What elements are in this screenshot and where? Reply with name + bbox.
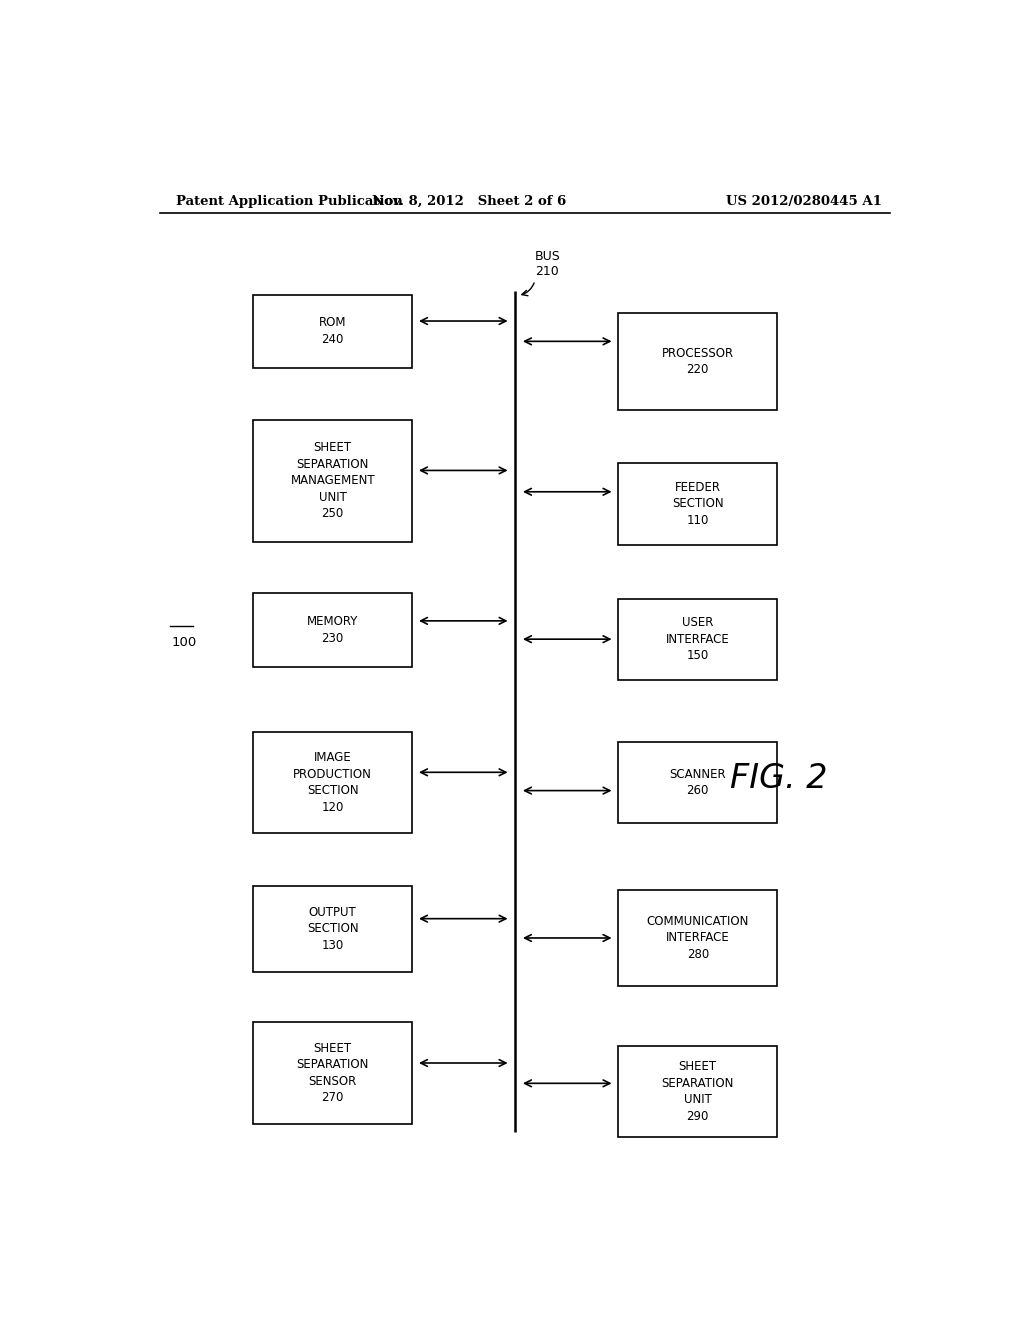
Text: OUTPUT
SECTION
130: OUTPUT SECTION 130 (307, 906, 358, 952)
Text: IMAGE
PRODUCTION
SECTION
120: IMAGE PRODUCTION SECTION 120 (293, 751, 372, 813)
Text: FIG. 2: FIG. 2 (730, 762, 827, 795)
Bar (253, 420, 412, 541)
Bar (253, 1022, 412, 1125)
Text: SCANNER
260: SCANNER 260 (670, 768, 726, 797)
Bar (253, 294, 412, 368)
Bar (618, 313, 777, 411)
Text: SHEET
SEPARATION
MANAGEMENT
UNIT
250: SHEET SEPARATION MANAGEMENT UNIT 250 (291, 441, 375, 520)
Text: USER
INTERFACE
150: USER INTERFACE 150 (666, 616, 730, 663)
Text: US 2012/0280445 A1: US 2012/0280445 A1 (726, 194, 882, 207)
Bar (253, 886, 412, 972)
Bar (618, 598, 777, 680)
Text: COMMUNICATION
INTERFACE
280: COMMUNICATION INTERFACE 280 (646, 915, 749, 961)
Bar (618, 742, 777, 824)
Bar (618, 1045, 777, 1138)
Bar (253, 731, 412, 833)
Text: Patent Application Publication: Patent Application Publication (176, 194, 402, 207)
Text: Nov. 8, 2012   Sheet 2 of 6: Nov. 8, 2012 Sheet 2 of 6 (372, 194, 566, 207)
Text: 100: 100 (172, 636, 197, 649)
Bar (618, 890, 777, 986)
Text: SHEET
SEPARATION
UNIT
290: SHEET SEPARATION UNIT 290 (662, 1060, 734, 1123)
Bar (618, 463, 777, 545)
Bar (253, 594, 412, 667)
Text: PROCESSOR
220: PROCESSOR 220 (662, 347, 734, 376)
Text: SHEET
SEPARATION
SENSOR
270: SHEET SEPARATION SENSOR 270 (297, 1041, 369, 1105)
Text: BUS
210: BUS 210 (536, 251, 561, 279)
Text: FEEDER
SECTION
110: FEEDER SECTION 110 (672, 480, 724, 527)
Text: ROM
240: ROM 240 (319, 317, 346, 346)
Text: MEMORY
230: MEMORY 230 (307, 615, 358, 644)
